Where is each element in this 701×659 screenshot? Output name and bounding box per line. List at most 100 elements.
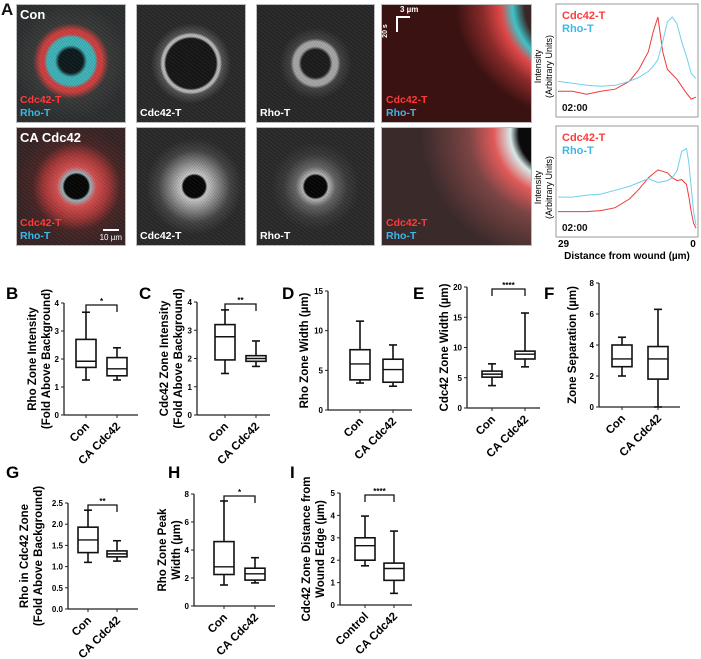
significance-label: ** [99, 497, 106, 506]
channel-label-rho: Rho-T [20, 230, 51, 242]
y-axis-label: (Fold Above Background) [41, 289, 53, 429]
y-axis-label: (Fold Above Background) [173, 288, 185, 428]
channel-label-cdc42: Cdc42-T [20, 94, 62, 106]
y-tick-label: 8 [185, 490, 190, 499]
y-tick-label: 1 [331, 579, 336, 588]
channel-label-rho: Rho-T [260, 230, 291, 242]
rho-image-ca: Rho-T [256, 127, 375, 246]
x-tick-label: Con [207, 421, 231, 445]
y-tick-label: 6 [185, 518, 190, 527]
box-con [75, 338, 97, 369]
y-tick-label: 5 [331, 489, 336, 498]
panel-label-c: C [139, 284, 151, 303]
box-ca-cdc42 [383, 562, 405, 582]
scale-bar-label: 10 µm [99, 233, 122, 242]
y-tick-label: 20 [453, 283, 462, 292]
channel-label-rho: Rho-T [20, 107, 51, 119]
profile-line-cdc42 [558, 169, 697, 229]
significance-bracket [85, 304, 118, 312]
significance-label: ** [237, 296, 244, 305]
y-axis-label: Rho Zone Width (µm) [299, 292, 311, 408]
box-ca-cdc42 [647, 345, 669, 380]
y-tick-label: 3 [331, 534, 336, 543]
channel-label-cdc42: Cdc42-T [20, 217, 62, 229]
y-tick-label: 6 [590, 310, 595, 319]
y-tick-label: 2.5 [52, 499, 64, 508]
y-axis-label: (Arbitrary Units) [544, 35, 554, 98]
channel-label-rho: Rho-T [260, 107, 291, 119]
panel-label-g: G [6, 463, 19, 482]
box-con [611, 344, 633, 368]
y-tick-label: 0 [319, 406, 324, 415]
y-tick-label: 2 [590, 372, 595, 381]
rho-image-con: Rho-T [256, 4, 375, 123]
significance-bracket [224, 303, 257, 311]
y-tick-label: 4 [188, 298, 193, 307]
time-stamp: 02:00 [562, 223, 588, 234]
channel-label-cdc42: Cdc42-T [140, 107, 182, 119]
y-axis-label: Rho Zone Peak [157, 508, 169, 592]
box-ca-cdc42 [382, 358, 404, 384]
y-tick-label: 3 [188, 326, 193, 335]
y-tick-label: 4 [185, 546, 190, 555]
box-ca-cdc42 [106, 356, 128, 377]
y-tick-label: 8 [590, 279, 595, 288]
y-tick-label: 10 [314, 327, 323, 336]
y-tick-label: 2 [55, 355, 60, 364]
panel-label-b: B [6, 284, 18, 303]
cdc42-image-ca: Cdc42-T [136, 127, 246, 246]
significance-bracket [223, 495, 256, 503]
channel-label-cdc42: Cdc42-T [140, 230, 182, 242]
panel-label-f: F [544, 284, 554, 303]
y-tick-label: 4 [331, 511, 336, 520]
y-tick-label: 10 [453, 344, 462, 353]
y-axis-label: Wound Edge (µm) [315, 500, 327, 598]
y-tick-label: 1 [55, 383, 60, 392]
y-tick-label: 1.0 [52, 563, 64, 572]
legend-rho: Rho-T [562, 145, 594, 157]
panel-label-d: D [282, 284, 294, 303]
scale-bar-icon [103, 229, 119, 231]
y-axis-label: Intensity [533, 49, 543, 83]
legend-cdc42: Cdc42-T [562, 132, 606, 144]
x-tick-label: Con [604, 413, 628, 437]
y-axis-label: Width (µm) [171, 520, 183, 580]
significance-label: * [238, 488, 242, 497]
y-axis-label: Cdc42 Zone Distance from [301, 476, 313, 621]
panel-label-i: I [290, 463, 295, 482]
kymograph-ca: Cdc42-T Rho-T [381, 127, 532, 246]
y-tick-label: 2 [331, 556, 336, 565]
significance-bracket [87, 504, 118, 512]
channel-label-cdc42: Cdc42-T [386, 94, 428, 106]
y-tick-label: 3 [55, 327, 60, 336]
y-tick-label: 1.5 [52, 541, 64, 550]
y-tick-label: 0 [55, 411, 60, 420]
y-axis-label: Rho Zone Intensity [27, 307, 39, 411]
profile-plot-frame [555, 125, 699, 238]
y-tick-label: 0.0 [52, 605, 64, 614]
y-tick-label: 0 [458, 404, 463, 413]
y-tick-label: 15 [314, 287, 323, 296]
profile-plot-frame [555, 3, 699, 118]
y-tick-label: 5 [458, 374, 463, 383]
y-axis-label: Cdc42 Zone Intensity [159, 300, 171, 416]
box-con [213, 540, 235, 576]
significance-label: **** [502, 281, 515, 290]
significance-label: * [100, 297, 104, 306]
panel-label-a: A [1, 0, 14, 19]
significance-bracket [491, 288, 526, 296]
y-tick-label: 0 [188, 411, 193, 420]
legend-cdc42: Cdc42-T [562, 10, 606, 22]
y-tick-label: 5 [319, 366, 324, 375]
panel-label-e: E [413, 284, 424, 303]
y-tick-label: 0 [331, 601, 336, 610]
y-tick-label: 0 [185, 602, 190, 611]
y-tick-label: 4 [590, 341, 595, 350]
x-tick-label: Con [342, 416, 366, 440]
row-title-ca-cdc42: CA Cdc42 [20, 130, 81, 145]
scale-bar-icon [396, 16, 410, 32]
profile-line-cdc42 [558, 16, 697, 100]
merge-image-con: Con Cdc42-T Rho-T [16, 4, 126, 123]
